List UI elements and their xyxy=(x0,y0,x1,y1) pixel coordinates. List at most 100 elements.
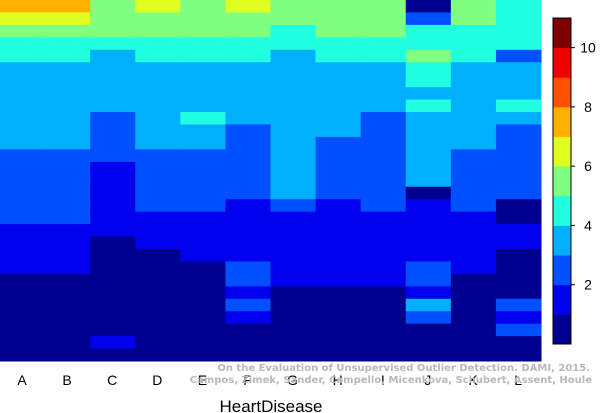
heatmap-cell-D-19 xyxy=(135,236,181,250)
heatmap-cell-K-4 xyxy=(450,49,497,63)
heatmap-cell-L-7 xyxy=(495,87,542,101)
heatmap-cell-H-26 xyxy=(315,323,362,337)
heatmap-cell-I-2 xyxy=(360,24,407,38)
heatmap-cell-D-1 xyxy=(135,12,181,26)
heatmap-cell-G-24 xyxy=(270,298,317,312)
heatmap-cell-A-13 xyxy=(0,161,46,175)
heatmap-cell-F-16 xyxy=(225,199,271,213)
heatmap-cell-J-16 xyxy=(405,199,452,213)
heatmap-cell-G-4 xyxy=(270,49,317,63)
heatmap-cell-G-25 xyxy=(270,311,317,325)
heatmap-cell-L-6 xyxy=(495,74,542,88)
heatmap-cell-B-2 xyxy=(45,24,91,38)
heatmap-cell-J-0 xyxy=(405,0,452,13)
heatmap-cell-C-19 xyxy=(90,236,136,250)
heatmap-cell-C-28 xyxy=(90,348,136,362)
heatmap-cell-B-8 xyxy=(45,99,91,113)
heatmap-cell-J-7 xyxy=(405,87,452,101)
colorbar-segment-0 xyxy=(553,314,571,345)
heatmap-cell-J-8 xyxy=(405,99,452,113)
heatmap-cell-A-9 xyxy=(0,112,46,125)
heatmap-cell-G-17 xyxy=(270,211,317,225)
colorbar-segment-2 xyxy=(553,255,571,286)
heatmap-cell-A-20 xyxy=(0,248,46,262)
heatmap-cell-E-18 xyxy=(180,224,226,238)
heatmap-cell-I-18 xyxy=(360,224,407,238)
heatmap-cell-K-0 xyxy=(450,0,497,13)
heatmap-cell-C-7 xyxy=(90,87,136,101)
heatmap-cell-L-2 xyxy=(495,24,542,38)
heatmap-cell-C-10 xyxy=(90,124,136,138)
heatmap-cell-D-12 xyxy=(135,149,181,163)
heatmap-cell-I-25 xyxy=(360,311,407,325)
heatmap-cell-H-3 xyxy=(315,37,362,51)
heatmap-cell-I-24 xyxy=(360,298,407,312)
heatmap-cell-A-18 xyxy=(0,224,46,238)
heatmap-cell-K-17 xyxy=(450,211,497,225)
heatmap-cell-C-4 xyxy=(90,49,136,63)
heatmap-cell-B-4 xyxy=(45,49,91,63)
heatmap-cell-H-12 xyxy=(315,149,362,163)
heatmap-cell-F-9 xyxy=(225,112,271,125)
heatmap-cell-L-28 xyxy=(495,348,542,362)
heatmap-cell-A-27 xyxy=(0,336,46,350)
heatmap-cell-K-7 xyxy=(450,87,497,101)
heatmap-cell-C-22 xyxy=(90,273,136,287)
heatmap-cell-A-10 xyxy=(0,124,46,138)
heatmap-cell-E-25 xyxy=(180,311,226,325)
heatmap-cell-J-6 xyxy=(405,74,452,88)
heatmap-cell-I-5 xyxy=(360,62,407,76)
heatmap-cell-K-24 xyxy=(450,298,497,312)
heatmap-cell-K-19 xyxy=(450,236,497,250)
heatmap-cell-D-23 xyxy=(135,286,181,300)
heatmap-cell-I-23 xyxy=(360,286,407,300)
heatmap-cell-D-9 xyxy=(135,112,181,125)
heatmap-cell-H-14 xyxy=(315,174,362,188)
heatmap-cell-C-27 xyxy=(90,336,136,350)
heatmap-cell-I-14 xyxy=(360,174,407,188)
heatmap-cell-G-3 xyxy=(270,37,317,51)
heatmap-cell-G-11 xyxy=(270,136,317,150)
heatmap-cell-J-24 xyxy=(405,298,452,312)
heatmap-cell-C-13 xyxy=(90,161,136,175)
heatmap-cell-C-1 xyxy=(90,12,136,26)
heatmap-cell-A-22 xyxy=(0,273,46,287)
colorbar-segment-10 xyxy=(553,18,571,49)
heatmap-cell-E-0 xyxy=(180,0,226,13)
heatmap-cell-G-14 xyxy=(270,174,317,188)
x-tick-label-J: J xyxy=(424,372,431,388)
heatmap-cell-G-6 xyxy=(270,74,317,88)
heatmap-cell-G-8 xyxy=(270,99,317,113)
heatmap-cell-H-19 xyxy=(315,236,362,250)
heatmap-cell-F-27 xyxy=(225,336,271,350)
x-tick-label-H: H xyxy=(333,372,343,388)
heatmap-cell-F-24 xyxy=(225,298,271,312)
heatmap-cell-G-2 xyxy=(270,24,317,38)
heatmap-cell-I-10 xyxy=(360,124,407,138)
heatmap-cell-D-28 xyxy=(135,348,181,362)
heatmap-cell-K-25 xyxy=(450,311,497,325)
heatmap-cell-E-2 xyxy=(180,24,226,38)
heatmap-cell-E-9 xyxy=(180,112,226,125)
heatmap-cell-G-27 xyxy=(270,336,317,350)
heatmap-cell-B-10 xyxy=(45,124,91,138)
heatmap-cell-D-27 xyxy=(135,336,181,350)
heatmap-cell-E-8 xyxy=(180,99,226,113)
heatmap-cell-H-4 xyxy=(315,49,362,63)
heatmap-cell-B-6 xyxy=(45,74,91,88)
heatmap-cell-L-19 xyxy=(495,236,542,250)
heatmap-cell-I-8 xyxy=(360,99,407,113)
heatmap-cell-H-23 xyxy=(315,286,362,300)
heatmap-cell-K-2 xyxy=(450,24,497,38)
heatmap-cell-G-1 xyxy=(270,12,317,26)
heatmap-cells xyxy=(0,0,542,362)
heatmap-cell-I-21 xyxy=(360,261,407,275)
heatmap-cell-E-23 xyxy=(180,286,226,300)
heatmap-cell-F-14 xyxy=(225,174,271,188)
heatmap-cell-B-1 xyxy=(45,12,91,26)
heatmap-cell-E-5 xyxy=(180,62,226,76)
heatmap-cell-H-9 xyxy=(315,112,362,125)
heatmap-cell-L-18 xyxy=(495,224,542,238)
heatmap-cell-K-1 xyxy=(450,12,497,26)
